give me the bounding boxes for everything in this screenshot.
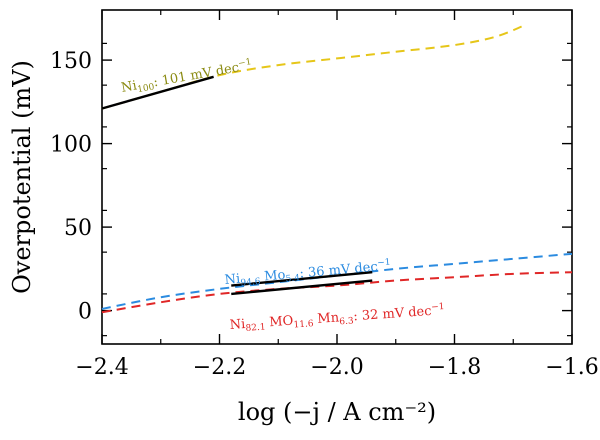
annotation-nimomn-rest: : 32 mV dec — [353, 304, 432, 324]
annotation-nimomn-mid2: Mn — [313, 310, 340, 327]
tafel-fit-line-0 — [101, 75, 214, 110]
x-tick-label: −2.4 — [75, 355, 128, 380]
annotation-ni100-sup: −1 — [237, 57, 252, 69]
annotation-nimo: Ni94.6 Mo5.4: 36 mV dec−1 — [224, 258, 392, 290]
y-tick-label: 0 — [78, 300, 92, 325]
x-tick-label: −2.0 — [310, 355, 363, 380]
x-tick-label: −2.2 — [193, 355, 246, 380]
annotation-nimomn-sub2: 11.6 — [293, 319, 314, 330]
annotation-nimomn-sub1: 82.1 — [245, 323, 266, 334]
fit-layer — [101, 75, 373, 296]
annotation-nimo-mid: Mo — [259, 268, 286, 285]
annotation-ni100-main: Ni — [120, 78, 138, 95]
annotation-nimomn-sub3: 6.3 — [339, 316, 354, 327]
annotation-nimomn: Ni82.1 MO11.6 Mn6.3: 32 mV dec−1 — [229, 302, 445, 335]
y-axis-label: Overpotential (mV) — [8, 60, 36, 294]
y-tick-label: 150 — [50, 49, 92, 74]
annotation-nimomn-main: Ni — [229, 317, 246, 333]
annotation-ni100: Ni100: 101 mV dec−1 — [120, 57, 254, 98]
series-line-2 — [101, 271, 573, 314]
x-tick-label: −1.6 — [545, 355, 598, 380]
axis-ticks: −2.4 −2.2 −2.0 −1.8 −1.6 0 50 100 150 — [50, 10, 599, 380]
tafel-fit-line-1 — [231, 270, 373, 287]
annotation-nimo-sub2: 5.4 — [285, 273, 300, 284]
y-tick-label: 50 — [64, 216, 92, 241]
annotation-nimomn-mid: MO — [265, 314, 294, 331]
annotation-ni100-rest: : 101 mV dec — [152, 60, 240, 90]
plot-frame — [101, 9, 573, 345]
annotation-ni100-sub: 100 — [137, 82, 156, 95]
x-tick-label: −1.8 — [428, 355, 481, 380]
annotation-nimo-main: Ni — [224, 272, 241, 288]
series-line-1 — [101, 252, 573, 310]
annotation-nimo-sub1: 94.6 — [240, 277, 261, 289]
annotation-nimo-sup: −1 — [377, 258, 391, 269]
tafel-fit-line-2 — [231, 279, 373, 296]
annotation-nimomn-sup: −1 — [431, 302, 445, 313]
annotation-nimo-rest: : 36 mV dec — [299, 260, 378, 282]
y-tick-label: 100 — [50, 133, 92, 158]
series-line-0 — [101, 24, 526, 110]
x-axis-label: log (−j / A cm⁻²) — [238, 398, 436, 426]
